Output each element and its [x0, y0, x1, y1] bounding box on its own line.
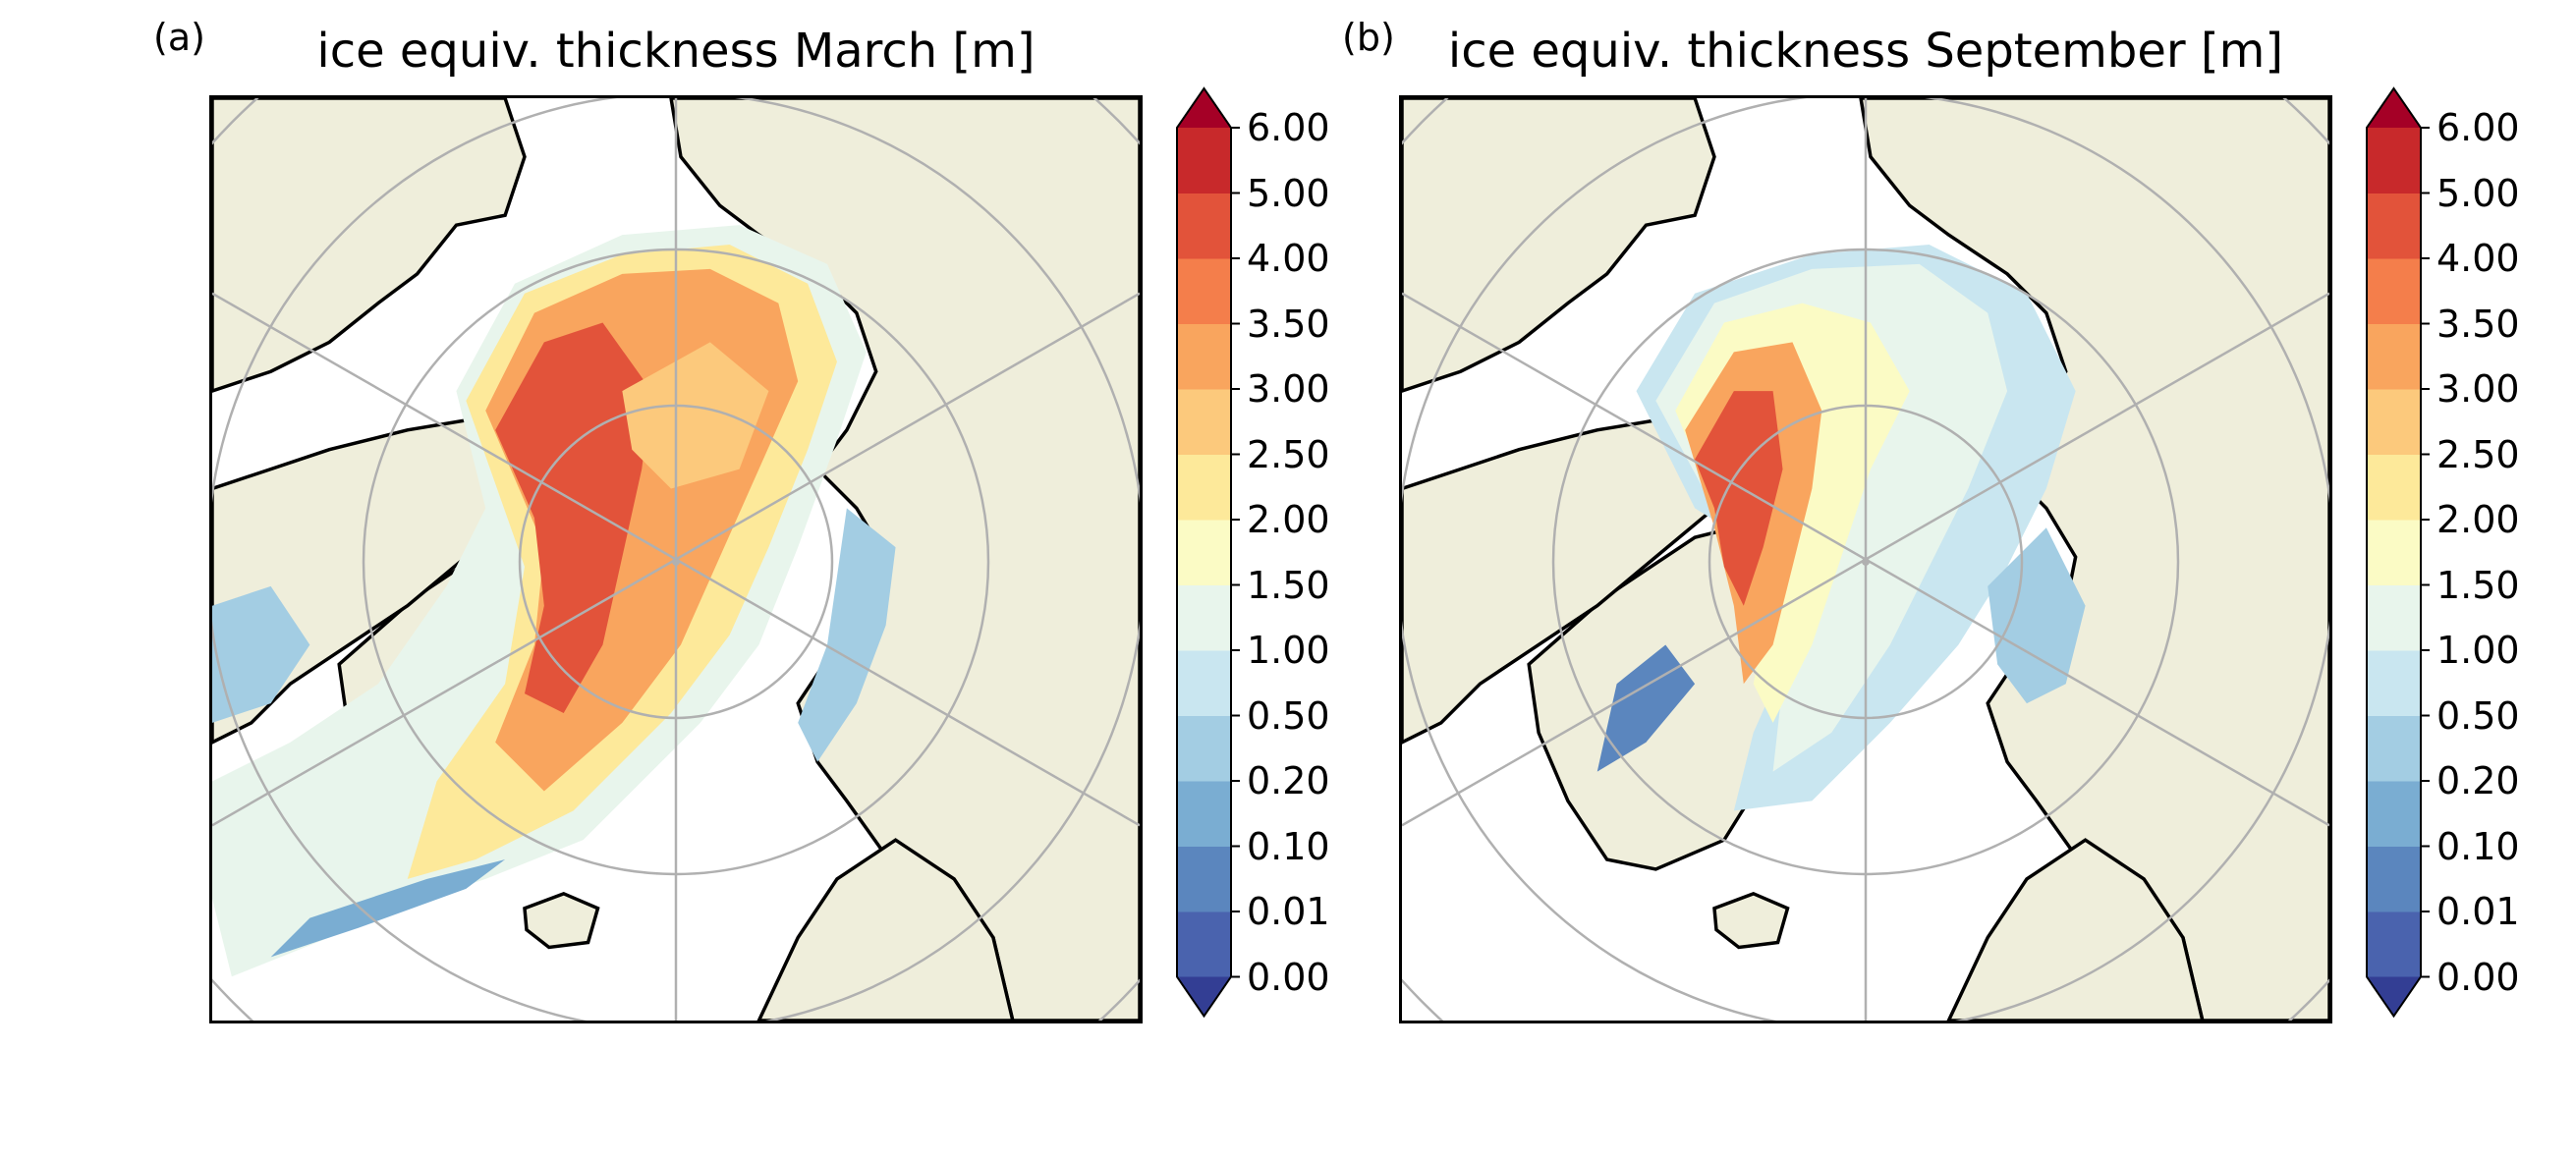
colorbar-bin-3.50-4.00: [2367, 258, 2421, 324]
colorbar-bin-3.00-3.50: [1177, 323, 1231, 390]
sea-ice-september: [1596, 245, 2086, 811]
colorbar-bin-0.01-0.10: [2367, 846, 2421, 912]
eurasia-land: [1402, 98, 1716, 393]
colorbar-tick-label: 5.00: [2436, 171, 2520, 215]
colorbar-bin-2.50-3.00: [1177, 389, 1231, 455]
colorbar-tick-label: 0.00: [1247, 955, 1330, 999]
colorbar-tick-label: 2.50: [2436, 432, 2520, 476]
colorbar-tick-label: 0.01: [2436, 890, 2520, 933]
iceland-land: [1712, 891, 1790, 950]
colorbar-bin-0.01-0.10: [1177, 846, 1231, 912]
colorbar-tick-label: 1.00: [1247, 629, 1330, 672]
canada-land: [1402, 418, 1717, 745]
iceland-land: [523, 891, 600, 950]
panel-a-letter: (a): [153, 16, 205, 59]
colorbar-tick-label: 0.20: [2436, 759, 2520, 802]
colorbar-bin-2.00-2.50: [2367, 454, 2421, 521]
colorbar-bin-1.50-2.00: [1177, 520, 1231, 585]
colorbar-extend-over: [1177, 88, 1231, 128]
colorbar-bin-0.00-0.01: [1177, 911, 1231, 977]
colorbar-extend-over: [2367, 88, 2421, 128]
colorbar-tick-label: 4.00: [1247, 237, 1330, 280]
colorbar-tick-label: 6.00: [2436, 106, 2520, 149]
colorbar-tick-label: 4.00: [2436, 237, 2520, 280]
colorbar-tick-label: 3.50: [1247, 302, 1330, 346]
colorbar-bin-5.00-6.00: [1177, 128, 1231, 193]
colorbar-tick-label: 6.00: [1247, 106, 1330, 149]
scandinavia-land: [1946, 838, 2205, 1021]
colorbar-tick-label: 5.00: [1247, 171, 1330, 215]
eurasia-land: [212, 98, 527, 393]
colorbar-bin-0.50-1.00: [2367, 650, 2421, 716]
map-september-svg: [1402, 98, 2329, 1021]
colorbar-bin-0.20-0.50: [1177, 715, 1231, 782]
colorbar-tick-label: 1.00: [2436, 629, 2520, 672]
scandinavia-land: [756, 838, 1015, 1021]
colorbar-bin-5.00-6.00: [2367, 128, 2421, 193]
colorbar-extend-under: [1177, 976, 1231, 1017]
colorbar-tick-label: 0.10: [1247, 824, 1330, 868]
colorbar-tick-label: 2.50: [1247, 432, 1330, 476]
panel-a-title: ice equiv. thickness March [m]: [316, 24, 1036, 79]
colorbar-bin-1.00-1.50: [2367, 584, 2421, 651]
panel-b-letter: (b): [1342, 16, 1395, 59]
colorbar-tick-label: 0.50: [1247, 693, 1330, 738]
colorbar-bin-0.10-0.20: [1177, 781, 1231, 847]
colorbar-tick-label: 0.50: [2436, 693, 2520, 738]
colorbar-bin-3.50-4.00: [1177, 258, 1231, 324]
colorbar-bin-2.00-2.50: [1177, 454, 1231, 521]
map-september: [1399, 95, 2332, 1023]
colorbar-extend-under: [2367, 976, 2421, 1017]
colorbar-tick-label: 1.50: [2436, 563, 2520, 607]
panel-b-title: ice equiv. thickness September [m]: [1447, 24, 2284, 79]
colorbar-tick-label: 2.00: [1247, 498, 1330, 541]
colorbar-bin-0.00-0.01: [2367, 911, 2421, 977]
colorbar-tick-label: 1.50: [1247, 563, 1330, 607]
colorbar-bin-3.00-3.50: [2367, 323, 2421, 390]
colorbar-tick-label: 0.10: [2436, 824, 2520, 868]
colorbar-bin-2.50-3.00: [2367, 389, 2421, 455]
colorbar-bin-4.00-5.00: [1177, 193, 1231, 259]
colorbar-bin-0.20-0.50: [2367, 715, 2421, 782]
colorbar-tick-label: 2.00: [2436, 498, 2520, 541]
colorbar-tick-label: 3.00: [2436, 367, 2520, 411]
colorbar-tick-label: 0.01: [1247, 890, 1330, 933]
colorbar-bin-1.50-2.00: [2367, 520, 2421, 585]
colorbar-bin-1.00-1.50: [1177, 584, 1231, 651]
map-march-svg: [212, 98, 1140, 1021]
colorbar-tick-label: 3.50: [2436, 302, 2520, 346]
colorbar-bin-0.10-0.20: [2367, 781, 2421, 847]
colorbar-tick-label: 0.00: [2436, 955, 2520, 999]
colorbar-tick-label: 3.00: [1247, 367, 1330, 411]
colorbar-bin-4.00-5.00: [2367, 193, 2421, 259]
colorbar-bin-0.50-1.00: [1177, 650, 1231, 716]
map-march: [209, 95, 1143, 1023]
colorbar-tick-label: 0.20: [1247, 759, 1330, 802]
